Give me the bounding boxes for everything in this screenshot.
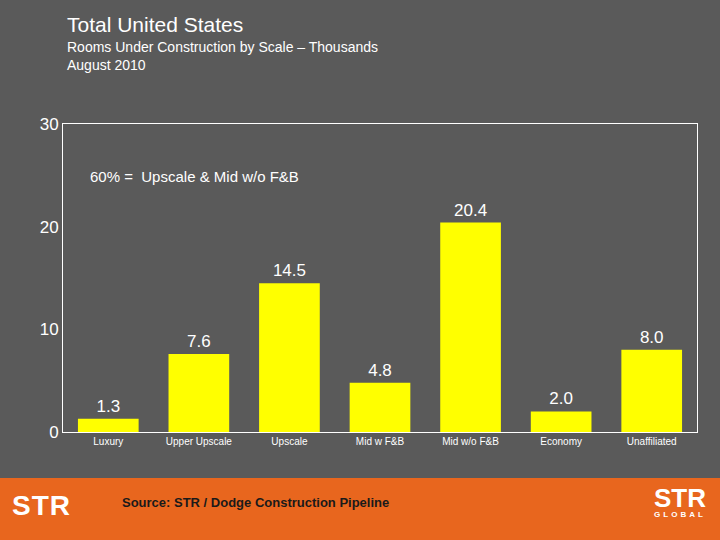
svg-text:14.5: 14.5 bbox=[273, 261, 306, 280]
html-text:August 2010: August 2010 bbox=[67, 57, 146, 73]
svg-text:Mid w F&B: Mid w F&B bbox=[356, 436, 405, 447]
svg-text:10: 10 bbox=[40, 320, 59, 339]
svg-text:Mid w/o F&B: Mid w/o F&B bbox=[442, 436, 499, 447]
svg-text:60% = Upscale & Mid w/o F&B: 60% = Upscale & Mid w/o F&B bbox=[90, 168, 299, 185]
svg-text:0: 0 bbox=[49, 423, 58, 442]
html-text:STR: STR bbox=[12, 490, 71, 521]
svg-text:Luxury: Luxury bbox=[93, 436, 123, 447]
svg-text:4.8: 4.8 bbox=[368, 361, 392, 380]
html-text:Total United States: Total United States bbox=[67, 13, 244, 36]
svg-text:2.0: 2.0 bbox=[549, 389, 573, 408]
html-text:GLOBAL: GLOBAL bbox=[654, 510, 706, 519]
html-text:STR: STR bbox=[654, 483, 706, 513]
svg-text:Upscale: Upscale bbox=[271, 436, 308, 447]
svg-text:8.0: 8.0 bbox=[640, 328, 664, 347]
svg-text:1.3: 1.3 bbox=[96, 397, 120, 416]
svg-text:20: 20 bbox=[40, 218, 59, 237]
html-text:Rooms Under Construction by Sc: Rooms Under Construction by Scale – Thou… bbox=[67, 39, 378, 55]
svg-text:Upper Upscale: Upper Upscale bbox=[166, 436, 233, 447]
html-text:Source: STR / Dodge Constructi: Source: STR / Dodge Construction Pipelin… bbox=[122, 495, 390, 510]
svg-text:Economy: Economy bbox=[540, 436, 582, 447]
svg-text:30: 30 bbox=[40, 115, 59, 134]
svg-text:20.4: 20.4 bbox=[454, 201, 487, 220]
svg-text:7.6: 7.6 bbox=[187, 332, 211, 351]
svg-text:Unaffiliated: Unaffiliated bbox=[627, 436, 677, 447]
